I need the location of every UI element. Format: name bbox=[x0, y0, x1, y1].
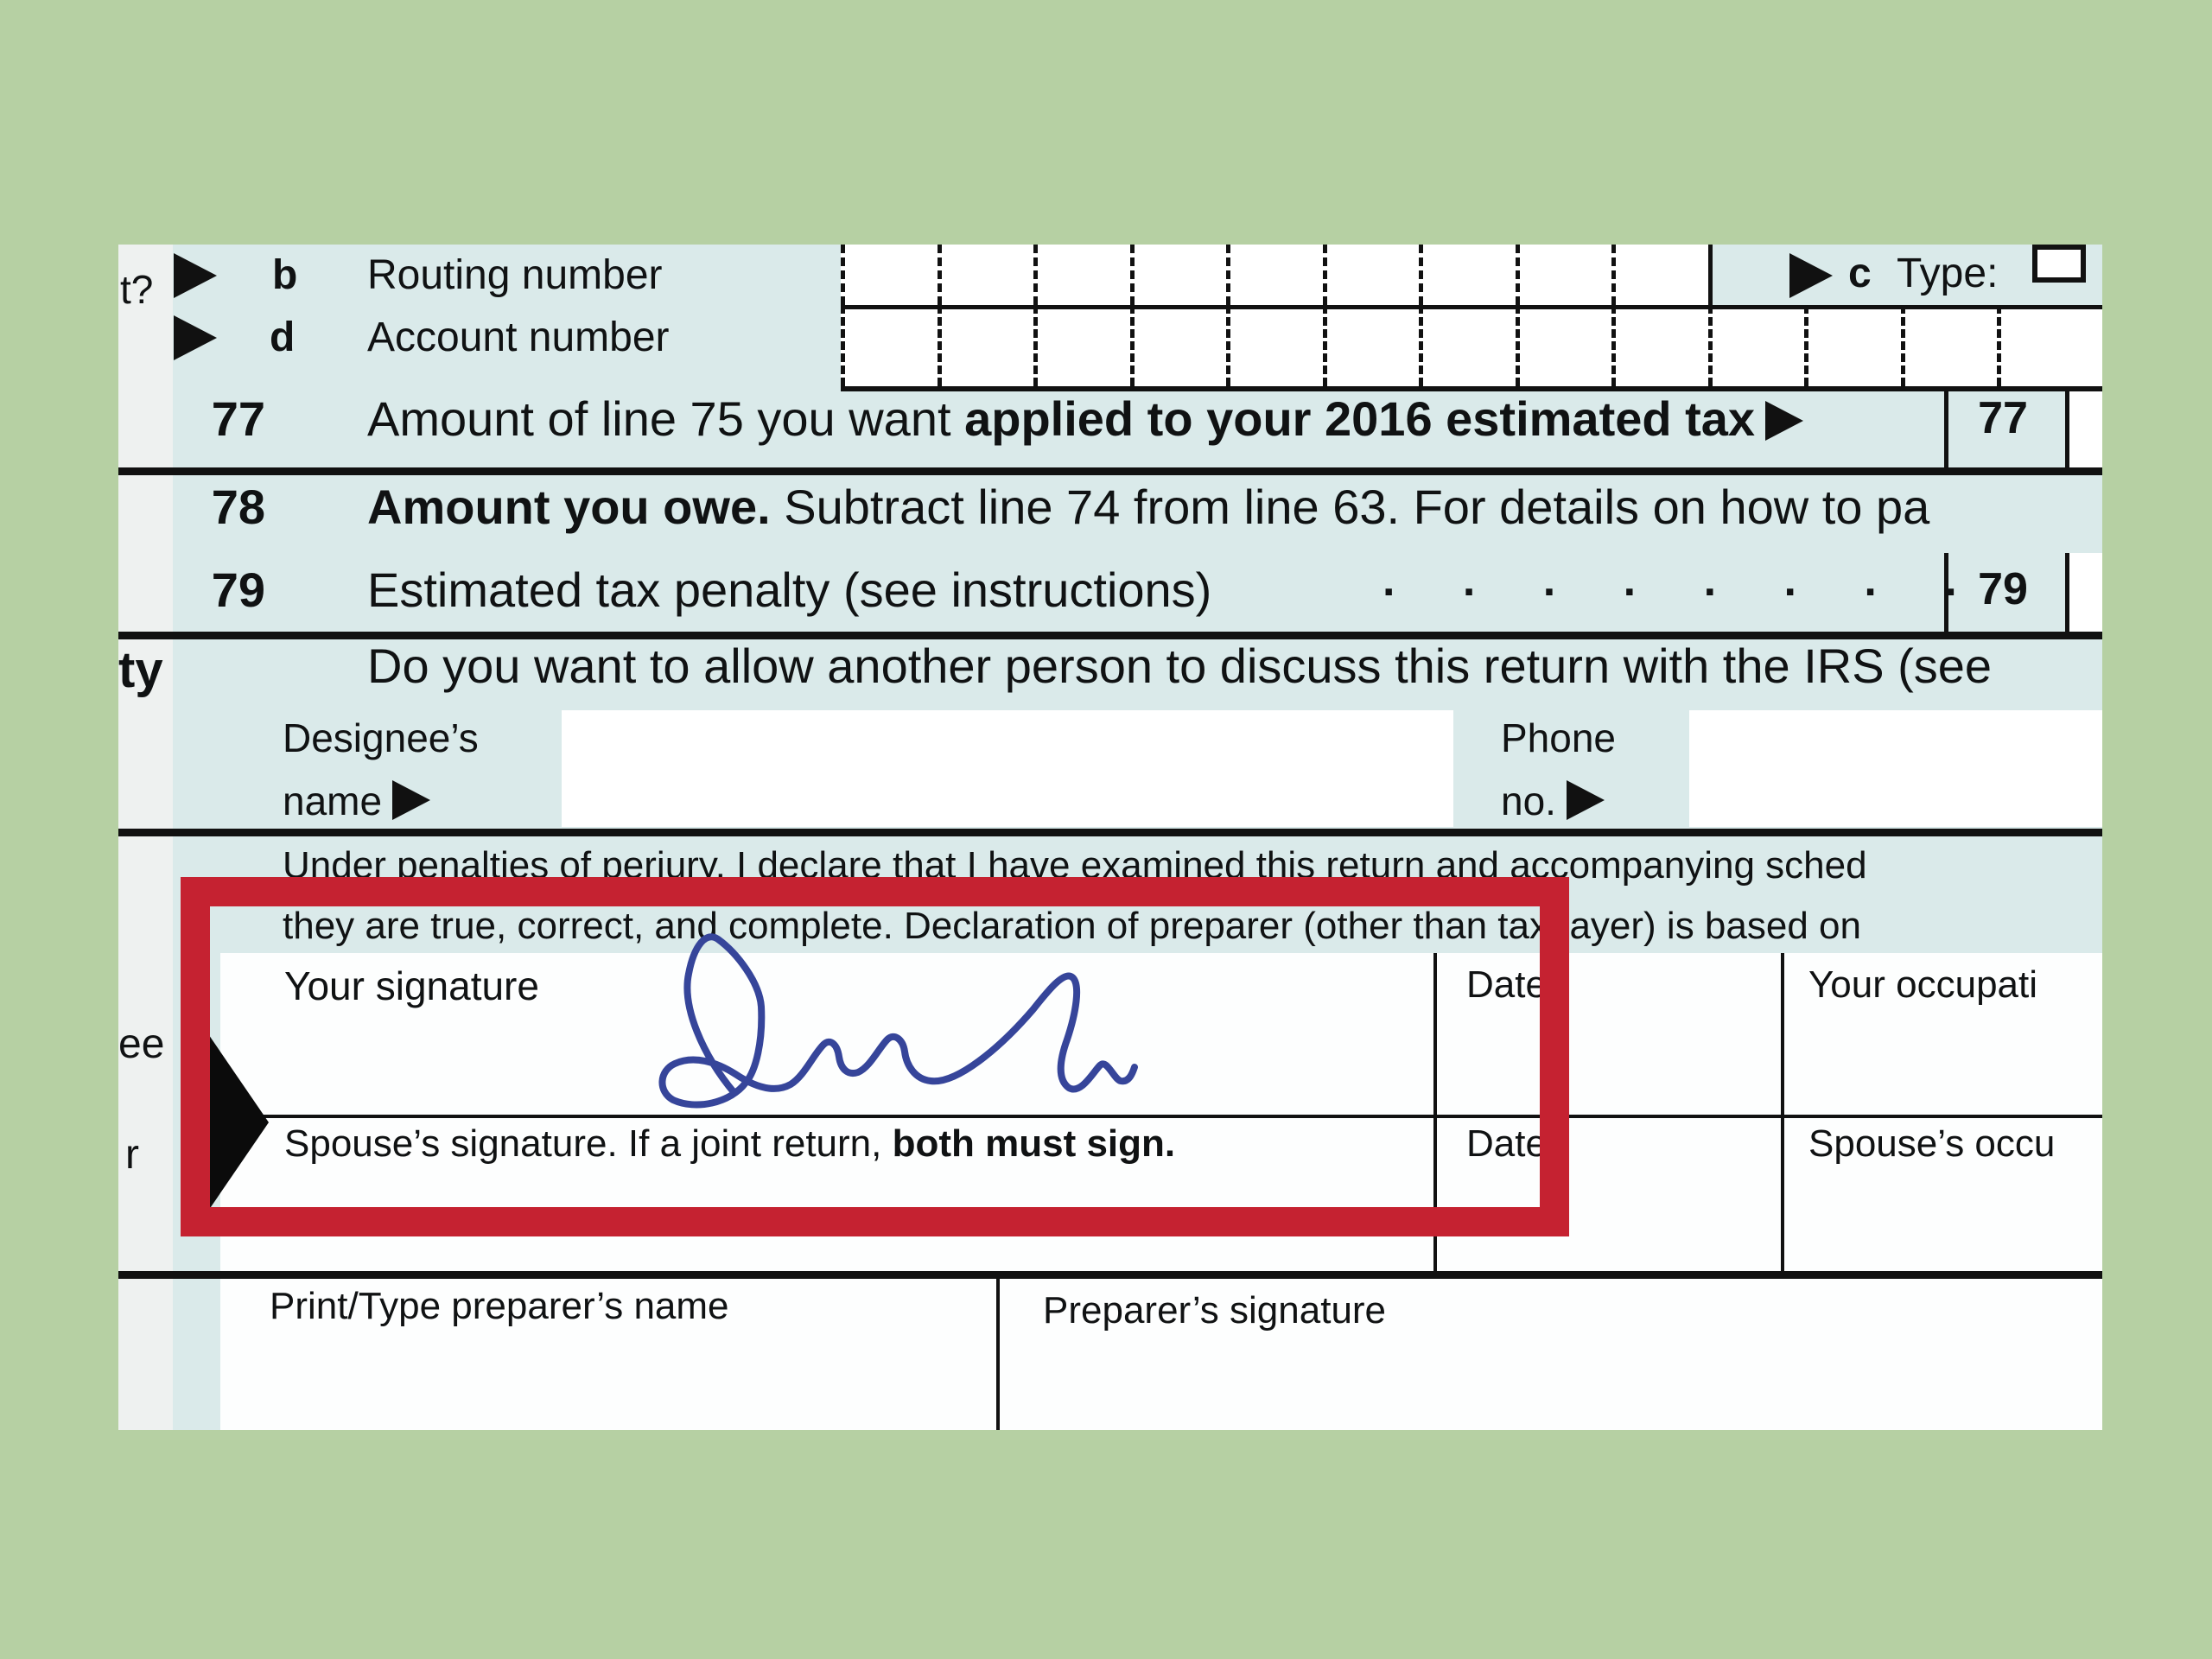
divider-account-bottom bbox=[841, 386, 2102, 391]
third-party-question: Do you want to allow another person to d… bbox=[367, 639, 1993, 693]
arrow-right-icon bbox=[392, 780, 431, 820]
line79-box-label: 79 bbox=[1978, 564, 2028, 614]
tax-form-1040-crop: t? ty ee r b Routing number c Type: d Ac… bbox=[118, 245, 2102, 1430]
account-type-label: Type: bbox=[1897, 251, 1999, 296]
dashed-cell-divider bbox=[841, 245, 845, 305]
routing-number-field[interactable] bbox=[841, 245, 1713, 305]
line79-text: Estimated tax penalty (see instructions) bbox=[367, 563, 1212, 617]
date-label: Date bbox=[1466, 963, 1547, 1006]
arrow-right-icon bbox=[174, 253, 217, 298]
signature-stroke bbox=[658, 933, 1138, 1109]
dashed-cell-divider bbox=[1611, 245, 1616, 305]
line79-amount-field[interactable] bbox=[2065, 553, 2102, 632]
left-margin-strip bbox=[118, 245, 173, 1430]
account-type-checkbox[interactable] bbox=[2032, 245, 2086, 283]
line-b-letter: b bbox=[272, 252, 298, 298]
your-signature-label: Your signature bbox=[284, 963, 539, 1008]
line79-number: 79 bbox=[211, 563, 265, 617]
margin-fragment-deposit: t? bbox=[120, 267, 154, 312]
routing-number-label: Routing number bbox=[367, 252, 663, 298]
sign-here-arrow-icon bbox=[201, 1024, 269, 1221]
dashed-cell-divider bbox=[1804, 305, 1808, 386]
preparer-divider bbox=[996, 1279, 1000, 1430]
line-c-letter: c bbox=[1848, 251, 1872, 296]
dashed-cell-divider bbox=[1516, 305, 1520, 386]
dashed-cell-divider bbox=[1708, 305, 1713, 386]
divider-routing-account bbox=[841, 305, 2102, 309]
signature-ink bbox=[658, 933, 1138, 1109]
dashed-cell-divider bbox=[1130, 245, 1135, 305]
signature-date-divider bbox=[1433, 953, 1437, 1271]
designee-name-label-1: Designee’s bbox=[283, 715, 479, 760]
date-occupation-divider bbox=[1781, 953, 1784, 1271]
spouse-signature-label: Spouse’s signature. If a joint return, b… bbox=[284, 1122, 1176, 1165]
preparer-signature-label: Preparer’s signature bbox=[1043, 1289, 1387, 1332]
dashed-cell-divider bbox=[1419, 305, 1423, 386]
margin-fragment-party: ty bbox=[118, 642, 163, 698]
line79-box-divider bbox=[1944, 553, 1948, 632]
designee-phone-field[interactable] bbox=[1689, 710, 2102, 827]
dashed-cell-divider bbox=[1611, 305, 1616, 386]
line77-amount-field[interactable] bbox=[2065, 386, 2102, 467]
dashed-cell-divider bbox=[1323, 245, 1327, 305]
line77-box-label: 77 bbox=[1978, 393, 2028, 443]
account-number-label: Account number bbox=[367, 315, 670, 360]
dashed-cell-divider bbox=[1033, 245, 1038, 305]
margin-fragment-your: r bbox=[125, 1132, 139, 1178]
margin-fragment-see: ee bbox=[118, 1021, 165, 1067]
divider-line77-bottom bbox=[118, 467, 2102, 475]
designee-name-label-2: name bbox=[283, 779, 431, 824]
dashed-cell-divider bbox=[1130, 305, 1135, 386]
line77-number: 77 bbox=[211, 391, 265, 446]
line-d-letter: d bbox=[270, 315, 296, 360]
phone-label-1: Phone bbox=[1501, 715, 1617, 760]
dashed-cell-divider bbox=[938, 305, 942, 386]
preparer-name-label: Print/Type preparer’s name bbox=[270, 1285, 729, 1327]
divider-signature-bottom bbox=[118, 1271, 2102, 1279]
arrow-right-icon bbox=[1566, 780, 1605, 820]
dashed-cell-divider bbox=[938, 245, 942, 305]
line78-number: 78 bbox=[211, 480, 265, 534]
perjury-statement-line2: they are true, correct, and complete. De… bbox=[283, 905, 1861, 947]
account-number-field[interactable] bbox=[841, 305, 2102, 386]
dashed-cell-divider bbox=[841, 305, 845, 386]
arrow-right-icon bbox=[174, 315, 217, 360]
arrow-right-icon bbox=[1789, 253, 1833, 298]
dashed-cell-divider bbox=[1323, 305, 1327, 386]
divider-line79-bottom bbox=[118, 632, 2102, 639]
line77-text: Amount of line 75 you want applied to yo… bbox=[367, 391, 1804, 447]
line77-box-divider bbox=[1944, 386, 1948, 467]
spouse-date-label: Date bbox=[1466, 1122, 1547, 1165]
divider-signature-rows bbox=[220, 1115, 2102, 1118]
dashed-cell-divider bbox=[1516, 245, 1520, 305]
line79-dot-leader: . . . . . . . . bbox=[1382, 556, 1985, 606]
spouse-occupation-label: Spouse’s occu bbox=[1808, 1122, 2056, 1165]
phone-label-2: no. bbox=[1501, 779, 1605, 824]
dashed-cell-divider bbox=[1226, 305, 1230, 386]
arrow-right-icon bbox=[1765, 401, 1804, 441]
highlight-box bbox=[181, 877, 1569, 1236]
your-occupation-label: Your occupati bbox=[1808, 963, 2038, 1006]
designee-name-field[interactable] bbox=[562, 710, 1453, 827]
divider-designee-bottom bbox=[118, 829, 2102, 836]
dashed-cell-divider bbox=[1033, 305, 1038, 386]
dashed-cell-divider bbox=[1901, 305, 1905, 386]
dashed-cell-divider bbox=[1419, 245, 1423, 305]
dashed-cell-divider bbox=[1997, 305, 2001, 386]
line78-text: Amount you owe. Subtract line 74 from li… bbox=[367, 480, 1930, 534]
dashed-cell-divider bbox=[1226, 245, 1230, 305]
